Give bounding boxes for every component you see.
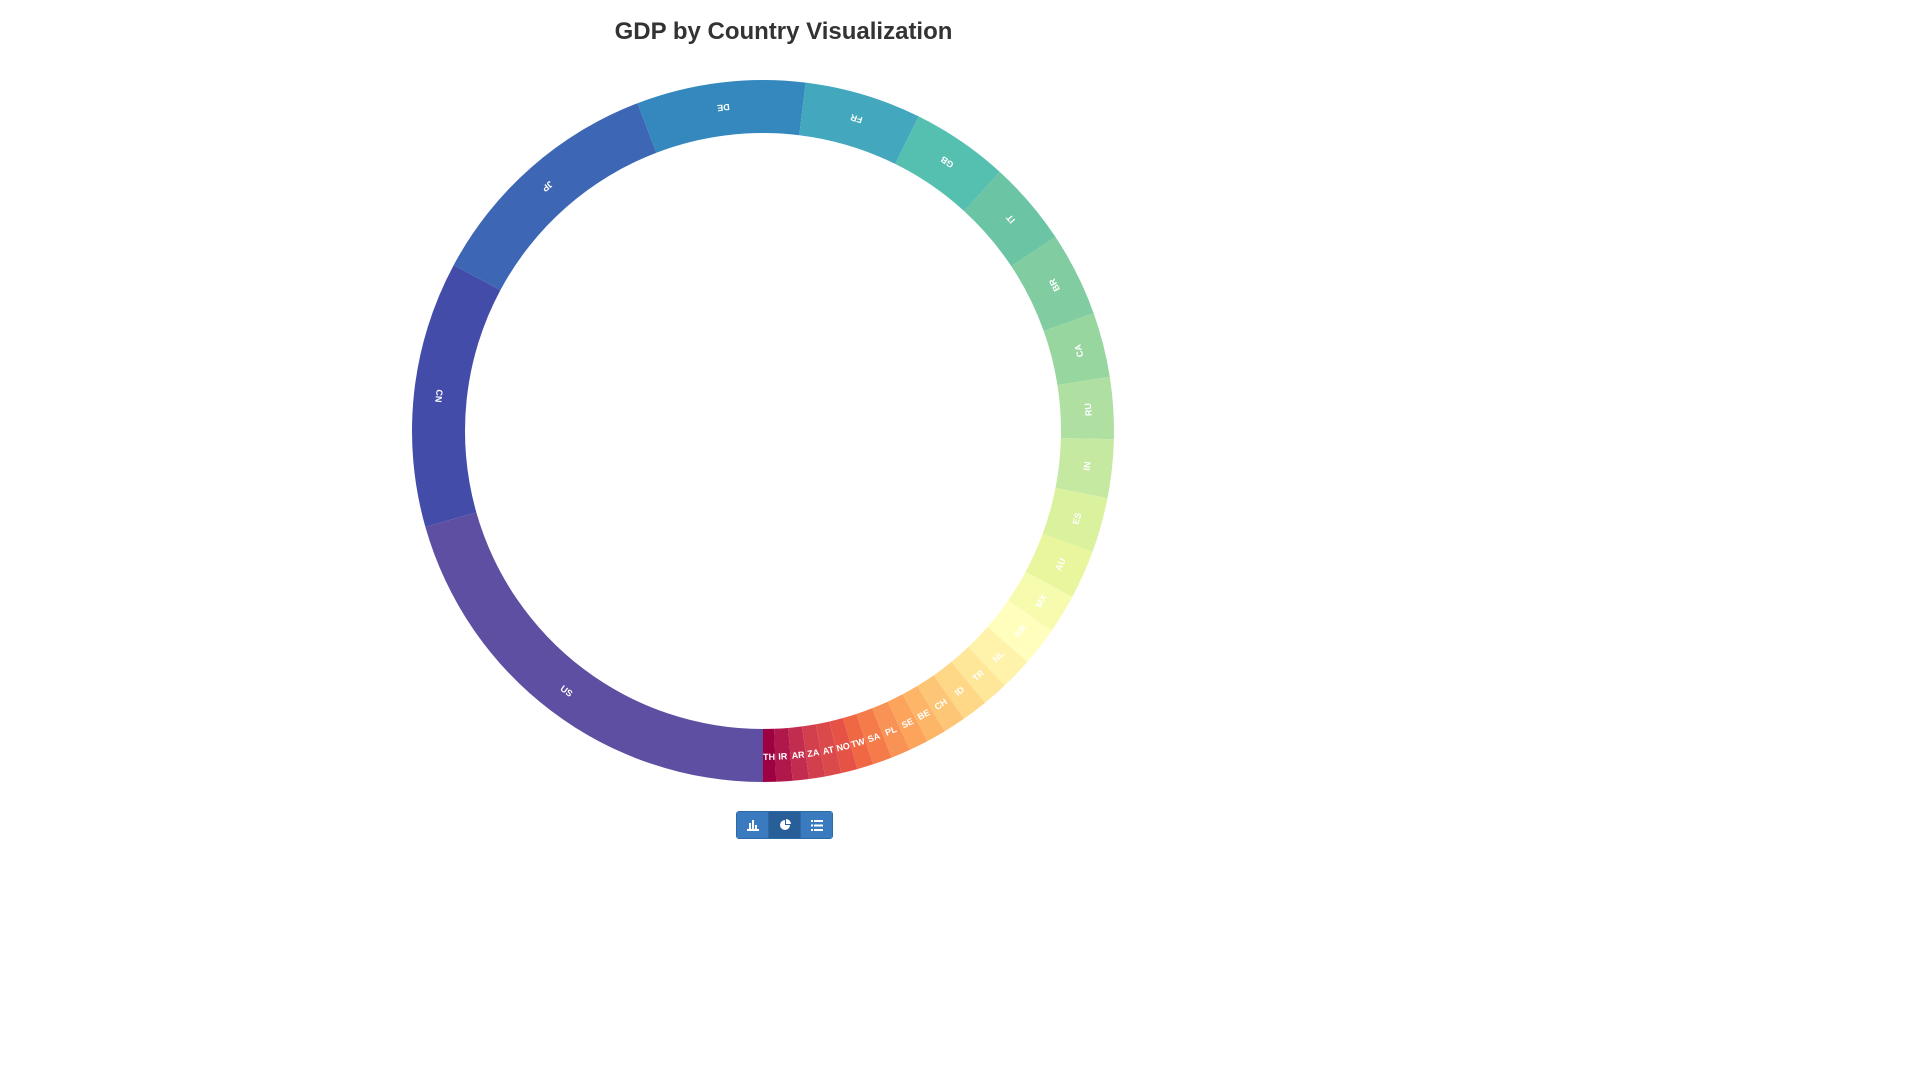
slice-tr[interactable] — [951, 647, 1005, 703]
list-icon — [810, 819, 823, 831]
slice-za[interactable] — [802, 724, 826, 779]
slice-pl[interactable] — [872, 701, 910, 758]
page-title: GDP by Country Visualization — [614, 18, 953, 45]
slice-label-se: SE — [900, 716, 915, 730]
slice-se[interactable] — [887, 694, 928, 750]
slice-kr[interactable] — [987, 600, 1052, 662]
slice-ca[interactable] — [1043, 313, 1110, 386]
pie-chart-icon — [779, 819, 791, 830]
slice-nl[interactable] — [968, 626, 1028, 686]
slice-label-ar: AR — [791, 749, 805, 760]
slice-it[interactable] — [964, 171, 1056, 267]
slice-label-au: AU — [1053, 557, 1067, 573]
slice-label-tw: TW — [850, 736, 867, 750]
slice-label-de: DE — [717, 102, 731, 113]
pie-chart-button[interactable] — [768, 812, 800, 838]
slice-ir[interactable] — [774, 727, 793, 782]
slice-no[interactable] — [829, 718, 858, 774]
slice-label-pl: PL — [884, 724, 899, 738]
slice-label-ir: IR — [778, 751, 788, 762]
bar-chart-icon — [746, 819, 759, 831]
slice-label-sa: SA — [866, 731, 882, 745]
list-button[interactable] — [800, 812, 832, 838]
slice-us[interactable] — [425, 512, 763, 782]
slice-cn[interactable] — [412, 265, 501, 527]
slice-id[interactable] — [933, 661, 985, 719]
slice-au[interactable] — [1025, 533, 1093, 597]
bar-chart-button[interactable] — [737, 812, 768, 838]
slice-jp[interactable] — [453, 103, 657, 291]
slice-in[interactable] — [1055, 437, 1114, 499]
slice-label-es: ES — [1071, 511, 1084, 525]
chart-type-toolbar — [736, 811, 833, 839]
slice-tw[interactable] — [843, 713, 874, 770]
slice-label-no: NO — [835, 740, 851, 753]
slice-label-cn: CN — [433, 389, 444, 403]
slice-es[interactable] — [1042, 487, 1108, 552]
slice-label-za: ZA — [807, 747, 821, 759]
slice-label-at: AT — [822, 744, 836, 756]
slice-ru[interactable] — [1057, 376, 1114, 440]
slice-label-ca: CA — [1072, 343, 1085, 359]
slice-label-ru: RU — [1083, 403, 1094, 417]
slice-be[interactable] — [902, 685, 945, 742]
slice-ch[interactable] — [917, 675, 964, 732]
slice-at[interactable] — [815, 721, 842, 777]
slice-ar[interactable] — [788, 726, 809, 781]
slice-br[interactable] — [1011, 236, 1094, 331]
slice-de[interactable] — [637, 80, 806, 153]
slice-label-th: TH — [763, 752, 775, 762]
slice-label-fr: FR — [849, 112, 864, 125]
slice-fr[interactable] — [799, 82, 919, 164]
slice-gb[interactable] — [895, 116, 1000, 212]
slice-mx[interactable] — [1008, 571, 1073, 631]
slice-th[interactable] — [763, 728, 777, 782]
slice-sa[interactable] — [856, 708, 892, 765]
slice-label-in: IN — [1082, 461, 1093, 471]
